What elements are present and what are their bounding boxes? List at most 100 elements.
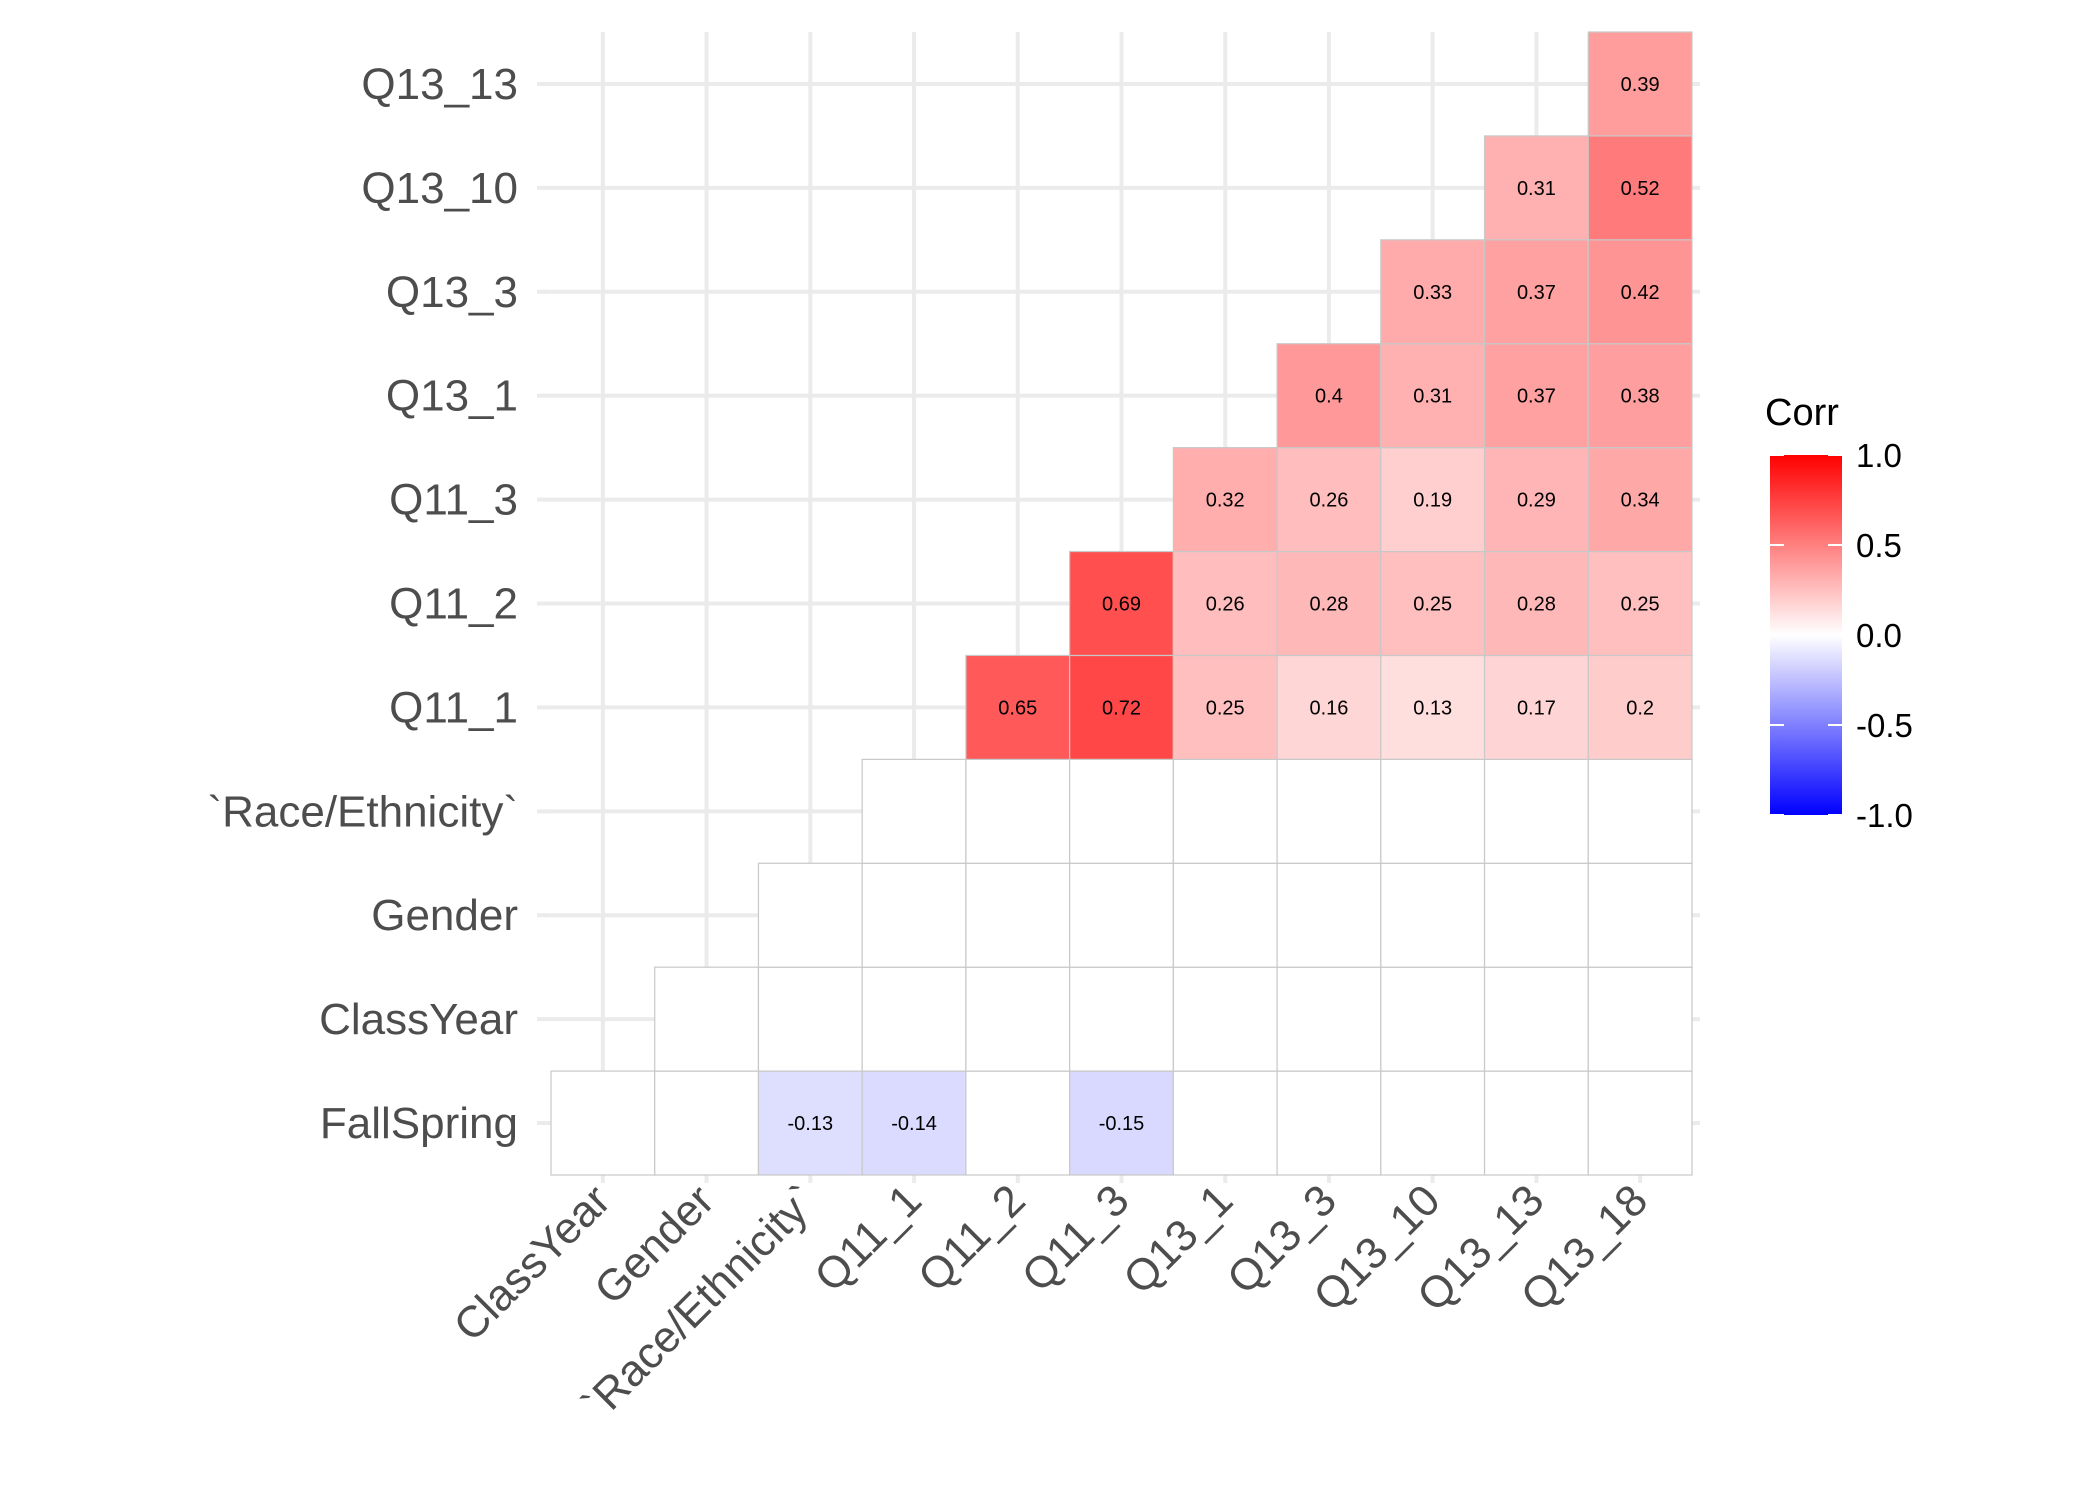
heatmap-cell <box>1483 966 1589 1072</box>
cell-value-label: 0.17 <box>1517 697 1556 719</box>
heatmap-cell <box>1380 550 1486 657</box>
heatmap-cell <box>1587 966 1693 1072</box>
heatmap-cell <box>1380 758 1486 864</box>
heatmap-cell <box>1483 862 1589 968</box>
heatmap-cell <box>654 1070 760 1176</box>
cell-value-label: 0.4 <box>1315 386 1343 408</box>
legend-tick-label: 1.0 <box>1856 437 1902 474</box>
y-tick-label: ClassYear <box>319 995 518 1044</box>
heatmap-cell <box>965 654 1071 760</box>
heatmap-cell <box>1587 135 1693 241</box>
cell-value-label: 0.2 <box>1626 697 1654 719</box>
heatmap-cell <box>1587 343 1693 449</box>
heatmap-cell <box>1172 758 1278 864</box>
cell-value-label: 0.13 <box>1413 697 1452 719</box>
x-tick-label: Q13_1 <box>1114 1176 1242 1304</box>
heatmap-cell <box>965 1070 1071 1176</box>
heatmap-cell <box>1276 1070 1382 1176</box>
cell-value-label: 0.25 <box>1206 697 1245 719</box>
heatmap-cell <box>1587 31 1693 137</box>
heatmap-cell <box>1172 862 1278 968</box>
heatmap-cell <box>1069 654 1174 760</box>
heatmap-cell <box>1069 966 1174 1072</box>
heatmap-cell <box>757 1070 863 1176</box>
heatmap-cell <box>1276 343 1382 449</box>
y-tick-label: Gender <box>371 891 518 940</box>
cell-value-label: 0.32 <box>1206 490 1245 512</box>
cell-value-label: 0.72 <box>1102 697 1141 719</box>
y-tick-label: Q13_10 <box>361 164 518 213</box>
heatmap-cell <box>1380 447 1486 553</box>
cell-value-label: 0.28 <box>1309 594 1348 616</box>
cell-value-label: 0.25 <box>1413 594 1452 616</box>
heatmap-cell <box>861 1070 967 1176</box>
cell-value-label: 0.28 <box>1517 594 1556 616</box>
cell-value-label: 0.34 <box>1621 490 1660 512</box>
cell-value-label: 0.16 <box>1309 697 1348 719</box>
heatmap-cell <box>1172 966 1278 1072</box>
heatmap-cell <box>1380 966 1486 1072</box>
heatmap-cell <box>1380 862 1486 968</box>
heatmap-cell <box>1380 343 1486 449</box>
y-tick-label: FallSpring <box>320 1099 518 1148</box>
y-tick-label: Q11_3 <box>389 476 518 525</box>
heatmap-cell <box>1587 654 1693 760</box>
legend-tick-label: 0.5 <box>1856 527 1902 564</box>
legend-tick-label: -0.5 <box>1856 707 1913 744</box>
heatmap-cell <box>654 966 760 1072</box>
y-tick-label: Q13_1 <box>386 372 518 421</box>
heatmap-cell <box>1069 758 1174 864</box>
legend-title: Corr <box>1765 392 1839 434</box>
heatmap-cell <box>1276 447 1382 553</box>
heatmap-cell <box>1172 550 1278 657</box>
heatmap-cell <box>550 1070 656 1176</box>
heatmap-cell <box>1069 550 1174 657</box>
heatmap-cell <box>1380 1070 1486 1176</box>
cell-value-label: 0.29 <box>1517 490 1556 512</box>
heatmap-cell <box>861 862 967 968</box>
cell-value-label: 0.19 <box>1413 490 1452 512</box>
heatmap-cell <box>965 966 1071 1072</box>
heatmap-cell <box>1483 447 1589 553</box>
legend-tick-label: -1.0 <box>1856 797 1913 834</box>
cell-value-label: -0.13 <box>788 1113 834 1135</box>
heatmap-cell <box>1483 550 1589 657</box>
cell-value-label: 0.38 <box>1621 386 1660 408</box>
heatmap-cell <box>1483 343 1589 449</box>
cell-value-label: 0.31 <box>1413 386 1452 408</box>
color-legend: Corr 1.0 0.5 0.0 -0.5 -1.0 <box>1765 392 1913 834</box>
heatmap-cell <box>1483 758 1589 864</box>
heatmap-cell <box>757 966 863 1072</box>
heatmap-cell <box>1483 654 1589 760</box>
heatmap-cell <box>1276 966 1382 1072</box>
legend-tick-label: 0.0 <box>1856 617 1902 654</box>
heatmap-cell <box>1276 550 1382 657</box>
cell-value-label: 0.31 <box>1517 178 1556 200</box>
heatmap-cell <box>1172 447 1278 553</box>
cell-value-label: 0.26 <box>1309 490 1348 512</box>
cell-value-label: -0.15 <box>1099 1113 1145 1135</box>
heatmap-cell <box>1380 654 1486 760</box>
x-axis-ticks: ClassYearGender`Race/Ethnicity`Q11_1Q11_… <box>445 1176 1658 1430</box>
heatmap-cell <box>1587 239 1693 345</box>
y-tick-label: Q11_2 <box>389 580 518 629</box>
cell-value-label: 0.42 <box>1621 282 1660 304</box>
heatmap-cell <box>1587 758 1693 864</box>
cell-value-label: 0.52 <box>1621 178 1660 200</box>
heatmap-cell <box>1172 1070 1278 1176</box>
cell-value-label: 0.65 <box>998 697 1037 719</box>
heatmap-cell <box>1276 862 1382 968</box>
heatmap-cell <box>965 862 1071 968</box>
heatmap-cell <box>1587 862 1693 968</box>
x-tick-label: ClassYear <box>445 1176 620 1351</box>
heatmap-cell <box>1069 862 1174 968</box>
cell-value-label: 0.37 <box>1517 282 1556 304</box>
heatmap-cell <box>1587 447 1693 553</box>
heatmap-cell <box>757 862 863 968</box>
x-tick-label: Q11_3 <box>1013 1176 1139 1302</box>
cell-value-label: 0.39 <box>1621 74 1660 96</box>
heatmap-cell <box>1483 1070 1589 1176</box>
y-tick-label: Q13_13 <box>361 60 518 109</box>
